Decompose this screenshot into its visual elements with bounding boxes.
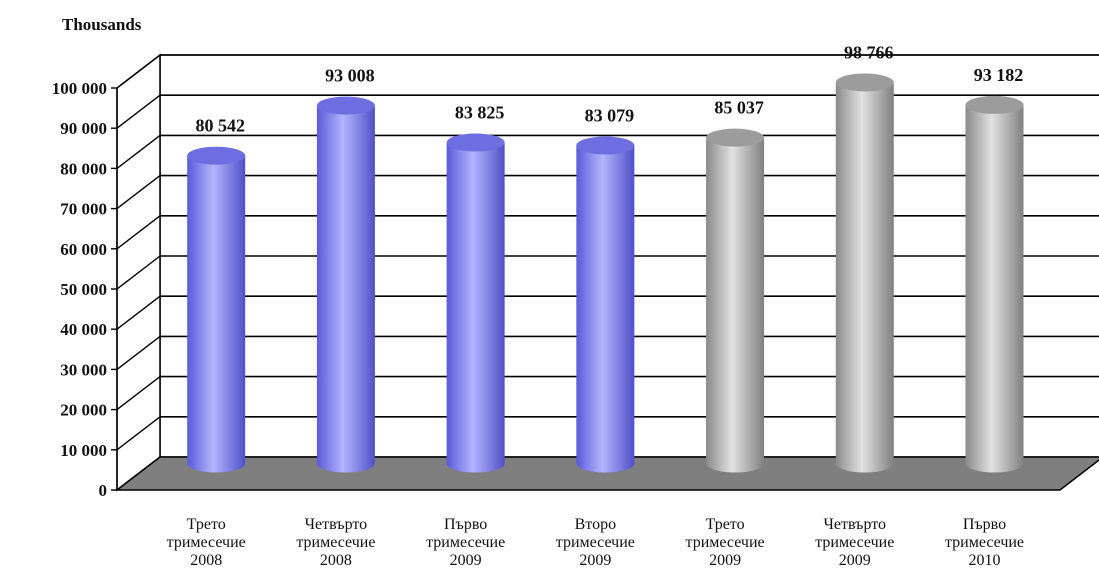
bar-body: [187, 155, 246, 473]
gridline-side: [116, 255, 161, 290]
bar-body: [835, 82, 894, 473]
y-tick-label: 70 000: [60, 200, 107, 219]
x-tick-label: Трето тримесечие 2009: [673, 516, 777, 570]
x-tick-label-line: 2009: [709, 552, 742, 569]
x-tick-label-line: тримесечие: [815, 534, 895, 551]
x-tick-label-line: Трето: [186, 516, 226, 533]
bar: [706, 128, 765, 473]
bar: [835, 73, 894, 473]
x-tick-label-line: Първо: [962, 516, 1007, 533]
gridline-side: [116, 175, 161, 210]
data-label: 85 037: [714, 98, 764, 118]
data-label: 93 182: [974, 65, 1024, 85]
x-tick-label: Четвърто тримесечие 2009: [803, 516, 907, 570]
bar: [576, 136, 635, 473]
bar-body: [576, 145, 635, 473]
x-tick-label-line: 2009: [449, 552, 482, 569]
gridline-side: [116, 295, 161, 330]
y-tick-label: 90 000: [60, 119, 107, 138]
x-tick-label-line: 2008: [190, 552, 223, 569]
y-tick-label: 0: [99, 481, 108, 500]
bar: [446, 133, 505, 473]
data-label: 83 079: [585, 106, 635, 126]
bar-body: [446, 142, 505, 473]
bar-body: [316, 105, 375, 473]
x-tick-label-line: тримесечие: [555, 534, 635, 551]
x-tick-label-line: тримесечие: [296, 534, 376, 551]
x-tick-label-line: тримесечие: [685, 534, 765, 551]
gridline-side: [116, 215, 161, 250]
x-tick-label: Четвърто тримесечие 2008: [284, 516, 388, 570]
x-tick-label-line: Второ: [574, 516, 617, 533]
bar-top: [965, 95, 1024, 114]
x-tick-label-line: 2010: [968, 552, 1001, 569]
gridline-side: [116, 54, 161, 89]
y-tick-label: 50 000: [60, 280, 107, 299]
x-tick-label-line: тримесечие: [166, 534, 246, 551]
y-tick-label: 80 000: [60, 159, 107, 178]
x-tick-label-line: 2009: [838, 552, 871, 569]
x-tick-label-line: Трето: [705, 516, 745, 533]
bar-top: [446, 133, 505, 152]
y-tick-label: 20 000: [60, 401, 107, 420]
y-tick-label: 30 000: [60, 360, 107, 379]
bar: [965, 95, 1024, 473]
bar-top: [835, 73, 894, 92]
x-tick-label-line: 2009: [579, 552, 612, 569]
bar-body: [965, 104, 1024, 473]
x-tick-label: Първо тримесечие 2009: [414, 516, 518, 570]
gridline-side: [116, 94, 161, 129]
bar-top: [706, 128, 765, 147]
gridline-side: [116, 134, 161, 169]
data-label: 98 766: [844, 42, 894, 62]
gridline-side: [116, 416, 161, 451]
y-tick-label: 40 000: [60, 320, 107, 339]
y-tick-label: 10 000: [60, 441, 107, 460]
x-tick-label: Първо тримесечие 2010: [932, 516, 1036, 570]
bar-top: [576, 136, 635, 155]
bar: [316, 96, 375, 473]
bar-body: [706, 137, 765, 473]
bar: [187, 146, 246, 473]
x-tick-label-line: 2008: [319, 552, 352, 569]
x-tick-label: Второ тримесечие 2009: [543, 516, 647, 570]
data-label: 93 008: [325, 66, 375, 86]
x-tick-label-line: тримесечие: [426, 534, 506, 551]
x-tick-label: Трето тримесечие 2008: [154, 516, 258, 570]
data-label: 83 825: [455, 103, 505, 123]
bar-top: [187, 146, 246, 165]
y-tick-label: 60 000: [60, 240, 107, 259]
x-tick-label-line: Първо: [443, 516, 488, 533]
gridline-side: [116, 376, 161, 411]
x-tick-label-line: Четвърто: [304, 516, 368, 533]
x-tick-label-line: Четвърто: [823, 516, 887, 533]
x-tick-label-line: тримесечие: [944, 534, 1025, 551]
y-axis-unit-label: Thousands: [62, 15, 142, 34]
data-label: 80 542: [195, 116, 245, 136]
bar-top: [316, 96, 375, 115]
y-tick-label: 100 000: [52, 79, 107, 98]
gridline-side: [116, 335, 161, 370]
